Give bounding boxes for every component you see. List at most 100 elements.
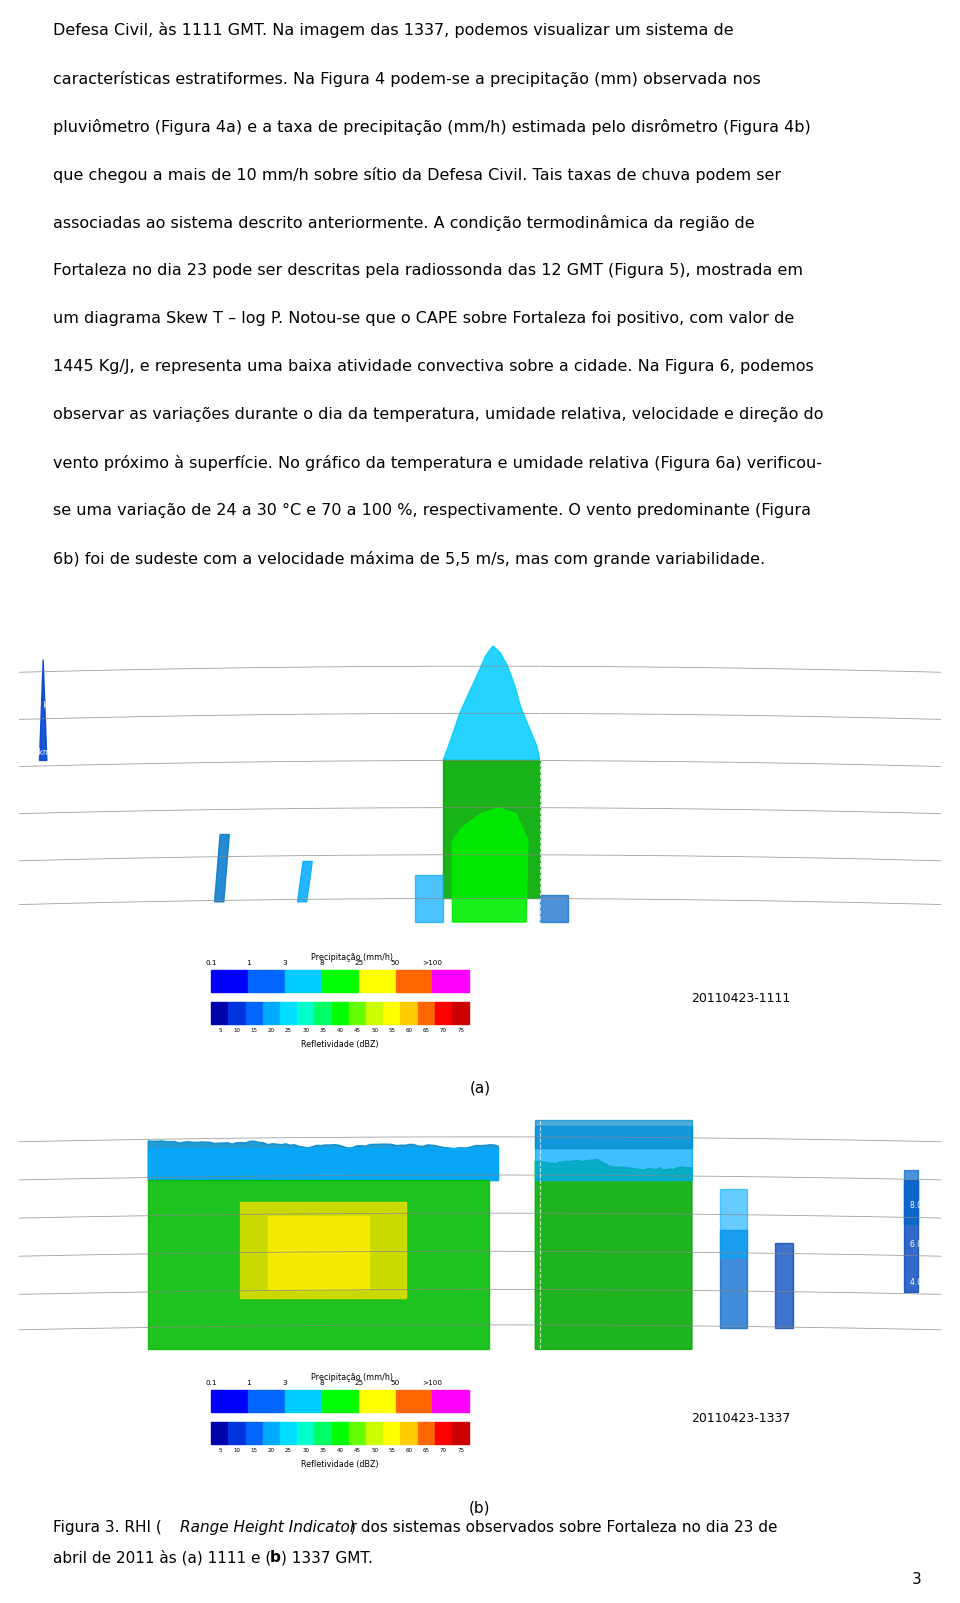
Text: 35: 35 (320, 1028, 326, 1032)
Text: 6.0 km: 6.0 km (24, 795, 50, 805)
Bar (285, 970, 322, 992)
Polygon shape (240, 1202, 406, 1298)
Bar (359, 1390, 396, 1412)
Text: associadas ao sistema descrito anteriormente. A condição termodinâmica da região: associadas ao sistema descrito anteriorm… (53, 215, 755, 231)
Bar (383, 1422, 400, 1444)
Polygon shape (904, 1180, 918, 1292)
Text: 10: 10 (233, 1028, 241, 1032)
Bar (452, 1422, 469, 1444)
Text: características estratiformes. Na Figura 4 podem-se a precipitação (mm) observad: características estratiformes. Na Figura… (53, 71, 760, 87)
Bar (396, 1390, 432, 1412)
Text: 50.0 km: 50.0 km (708, 1347, 741, 1355)
Text: ) 1337 GMT.: ) 1337 GMT. (281, 1550, 373, 1565)
Text: 30: 30 (302, 1028, 309, 1032)
Text: 3: 3 (282, 960, 287, 967)
Text: 35: 35 (320, 1448, 326, 1452)
Polygon shape (720, 1189, 747, 1257)
Text: 50: 50 (372, 1448, 378, 1452)
Text: Fortaleza no dia 23 pode ser descritas pela radiossonda das 12 GMT (Figura 5), m: Fortaleza no dia 23 pode ser descritas p… (53, 263, 803, 277)
Bar (348, 1002, 366, 1024)
Text: Precipitação (mm/h): Precipitação (mm/h) (311, 1374, 394, 1382)
Text: 60: 60 (405, 1448, 413, 1452)
Text: Refletividade (dBZ): Refletividade (dBZ) (301, 1040, 379, 1048)
Text: 5: 5 (218, 1448, 222, 1452)
Bar (211, 1390, 248, 1412)
Polygon shape (536, 1120, 692, 1148)
Text: 6b) foi de sudeste com a velocidade máxima de 5,5 m/s, mas com grande variabilid: 6b) foi de sudeste com a velocidade máxi… (53, 551, 765, 567)
Text: 4.0 km: 4.0 km (24, 1278, 50, 1287)
Text: >100: >100 (422, 960, 443, 967)
Bar (400, 1422, 418, 1444)
Text: 1445 Kg/J, e representa uma baixa atividade convectiva sobre a cidade. Na Figura: 1445 Kg/J, e representa uma baixa ativid… (53, 359, 813, 373)
Bar (246, 1422, 263, 1444)
Bar (322, 1390, 359, 1412)
Bar (211, 1422, 228, 1444)
Text: abril de 2011 às (a) 1111 e (: abril de 2011 às (a) 1111 e ( (53, 1550, 271, 1566)
Polygon shape (148, 1180, 490, 1350)
Text: 45: 45 (354, 1028, 361, 1032)
Bar (331, 1002, 348, 1024)
Polygon shape (444, 646, 540, 760)
Bar (322, 970, 359, 992)
Text: 20: 20 (268, 1448, 275, 1452)
Bar (400, 1002, 418, 1024)
Polygon shape (720, 1230, 747, 1327)
Text: 50.0 km: 50.0 km (708, 927, 741, 936)
Bar (452, 1002, 469, 1024)
Text: 12.0 km: 12.0 km (905, 654, 936, 664)
Text: 2.0 km: 2.0 km (910, 1313, 936, 1322)
Bar (263, 1002, 280, 1024)
Bar (315, 1002, 331, 1024)
Bar (248, 970, 285, 992)
Text: 4.0 km: 4.0 km (910, 842, 936, 851)
Text: 12.0 km: 12.0 km (24, 1125, 55, 1135)
Bar (331, 1422, 348, 1444)
Text: ) dos sistemas observados sobre Fortaleza no dia 23 de: ) dos sistemas observados sobre Fortalez… (350, 1520, 778, 1534)
Bar (418, 1002, 435, 1024)
Text: >100: >100 (422, 1380, 443, 1387)
Polygon shape (148, 1148, 498, 1180)
Text: 8.0 km: 8.0 km (24, 749, 50, 757)
Text: 75: 75 (457, 1448, 464, 1452)
Bar (228, 1002, 246, 1024)
Polygon shape (536, 1159, 692, 1350)
Text: 65: 65 (422, 1028, 430, 1032)
Bar (432, 1390, 469, 1412)
Text: 12.0 km: 12.0 km (24, 654, 55, 664)
Polygon shape (444, 760, 540, 898)
Text: 2.0 km: 2.0 km (910, 886, 936, 894)
Bar (359, 970, 396, 992)
Text: 8.0 km: 8.0 km (24, 1201, 50, 1210)
Bar (280, 1002, 298, 1024)
Text: 10.0 km: 10.0 km (24, 701, 55, 710)
Polygon shape (39, 659, 47, 760)
Text: 50.0 km: 50.0 km (247, 927, 280, 936)
Text: 75: 75 (457, 1028, 464, 1032)
Text: 15: 15 (251, 1028, 257, 1032)
Text: 8: 8 (320, 960, 324, 967)
Text: 3: 3 (912, 1573, 922, 1587)
Text: 20110423-1111: 20110423-1111 (691, 992, 790, 1005)
Bar (383, 1002, 400, 1024)
Polygon shape (298, 861, 312, 902)
Text: 4.0 km: 4.0 km (24, 842, 50, 851)
Text: 3: 3 (282, 1380, 287, 1387)
Text: b: b (270, 1550, 280, 1565)
Text: 2.0 km: 2.0 km (24, 1313, 50, 1322)
Bar (298, 1002, 315, 1024)
Text: 6.0 km: 6.0 km (910, 1239, 936, 1249)
Polygon shape (452, 808, 528, 922)
Text: (a): (a) (469, 1080, 491, 1095)
Text: 10.0 km: 10.0 km (905, 1164, 936, 1172)
Bar (285, 1390, 322, 1412)
Polygon shape (904, 1170, 918, 1225)
Text: 6.0 km: 6.0 km (24, 1239, 50, 1249)
Text: pluviômetro (Figura 4a) e a taxa de precipitação (mm/h) estimada pelo disrômetro: pluviômetro (Figura 4a) e a taxa de prec… (53, 119, 810, 135)
Bar (435, 1002, 452, 1024)
Text: 50: 50 (372, 1028, 378, 1032)
Text: observar as variações durante o dia da temperatura, umidade relativa, velocidade: observar as variações durante o dia da t… (53, 407, 824, 422)
Bar (211, 1002, 228, 1024)
Text: se uma variação de 24 a 30 °C e 70 a 100 %, respectivamente. O vento predominant: se uma variação de 24 a 30 °C e 70 a 100… (53, 503, 811, 518)
Text: 8: 8 (320, 1380, 324, 1387)
Text: Precipitação (mm/h): Precipitação (mm/h) (311, 954, 394, 962)
